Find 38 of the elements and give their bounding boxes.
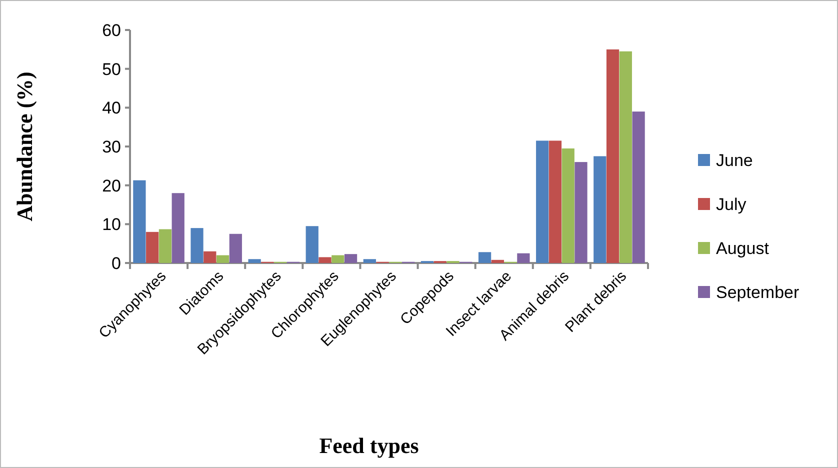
bar [594, 156, 606, 263]
y-tick-label: 50 [102, 60, 121, 79]
bar [517, 253, 530, 263]
bar [332, 255, 344, 263]
y-tick-label: 10 [102, 215, 121, 234]
y-tick-label: 20 [102, 176, 121, 196]
bar [619, 51, 632, 263]
bar [536, 140, 549, 263]
bar [133, 180, 146, 263]
bar [306, 226, 318, 263]
bar [158, 229, 172, 263]
bar [491, 260, 504, 263]
bar [562, 148, 574, 263]
bar [548, 140, 562, 263]
legend-label: July [716, 194, 747, 214]
bar [248, 259, 261, 263]
x-axis-title: Feed types [319, 433, 420, 458]
bar [204, 251, 216, 263]
y-tick-label: 40 [102, 98, 121, 118]
bar [632, 112, 645, 263]
legend-label: September [716, 282, 800, 302]
bar [146, 232, 159, 263]
bar [190, 228, 204, 263]
bar [318, 257, 332, 263]
bar [344, 254, 358, 263]
legend-label: June [716, 150, 753, 170]
y-tick-label: 30 [102, 137, 121, 156]
y-axis-title: Abundance (%) [12, 72, 37, 222]
y-tick-label: 60 [102, 20, 121, 40]
legend-label: August [716, 238, 770, 258]
y-tick-label: 0 [112, 254, 121, 273]
bar [606, 49, 620, 263]
bar [229, 234, 242, 263]
bar [478, 252, 492, 263]
bar [216, 255, 230, 263]
bar [363, 259, 376, 263]
bar [172, 193, 184, 263]
bar [574, 162, 588, 263]
